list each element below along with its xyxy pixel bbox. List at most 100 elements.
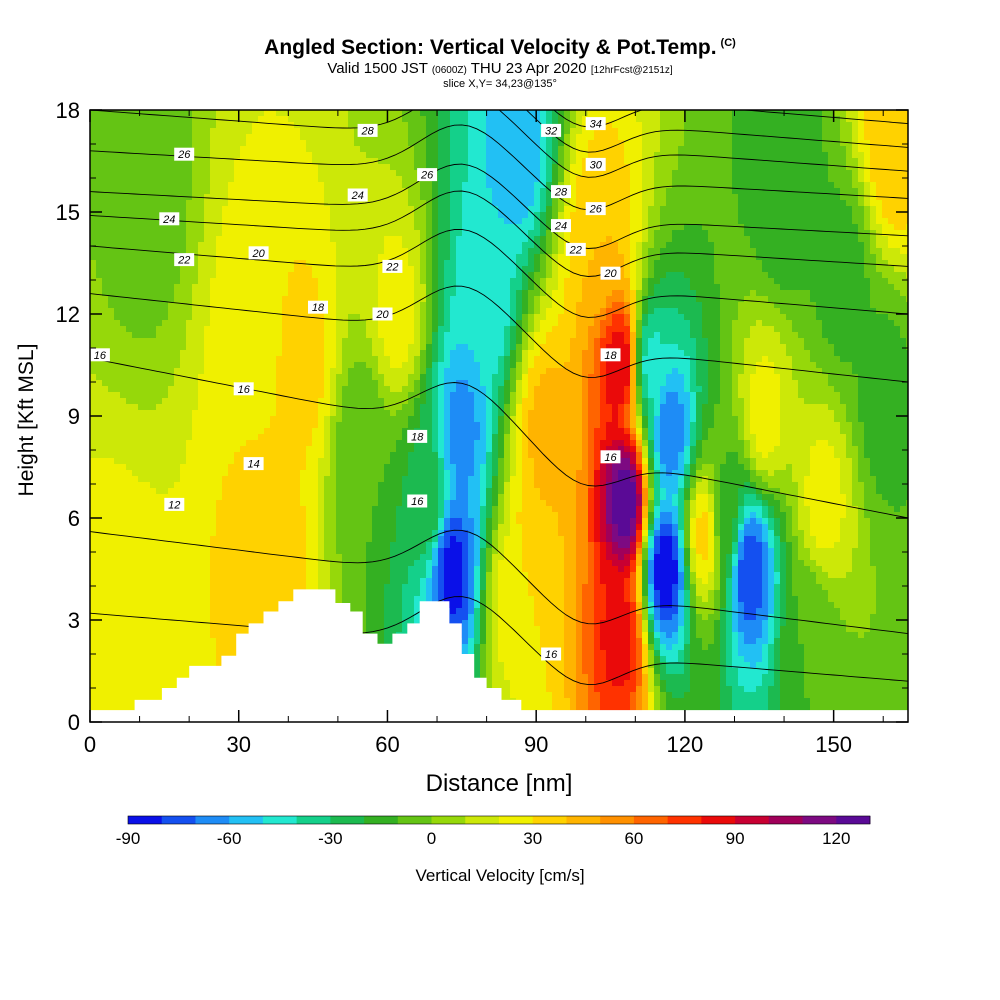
velocity-cell [612,290,619,297]
velocity-cell [240,242,247,249]
velocity-cell [90,140,97,147]
velocity-cell [744,128,751,135]
velocity-cell [348,260,355,267]
velocity-cell [870,272,877,279]
velocity-cell [120,254,127,261]
velocity-cell [486,278,493,285]
velocity-cell [216,182,223,189]
velocity-cell [738,320,745,327]
velocity-cell [888,182,895,189]
velocity-cell [678,308,685,315]
velocity-cell [342,278,349,285]
velocity-cell [528,278,535,285]
velocity-cell [492,314,499,321]
velocity-cell [564,164,571,171]
velocity-cell [894,122,901,129]
velocity-cell [462,320,469,327]
velocity-cell [798,194,805,201]
velocity-cell [402,296,409,303]
velocity-cell [780,122,787,129]
velocity-cell [762,236,769,243]
velocity-cell [732,140,739,147]
velocity-cell [822,140,829,147]
velocity-cell [96,194,103,201]
velocity-cell [324,212,331,219]
velocity-cell [834,254,841,261]
velocity-cell [504,224,511,231]
velocity-cell [456,266,463,273]
velocity-cell [678,158,685,165]
velocity-cell [630,212,637,219]
velocity-cell [870,212,877,219]
velocity-cell [900,206,907,213]
velocity-cell [96,122,103,129]
velocity-cell [474,188,481,195]
velocity-cell [390,308,397,315]
velocity-cell [390,158,397,165]
velocity-cell [792,242,799,249]
velocity-cell [540,194,547,201]
velocity-cell [438,314,445,321]
velocity-cell [210,314,217,321]
velocity-cell [96,206,103,213]
velocity-cell [894,110,901,117]
velocity-cell [582,296,589,303]
velocity-cell [672,176,679,183]
velocity-cell [240,200,247,207]
velocity-cell [498,194,505,201]
velocity-cell [816,158,823,165]
velocity-cell [240,158,247,165]
velocity-cell [540,164,547,171]
velocity-cell [360,278,367,285]
velocity-cell [312,212,319,219]
velocity-cell [252,110,259,117]
velocity-cell [360,176,367,183]
velocity-cell [816,314,823,321]
velocity-cell [252,122,259,129]
velocity-cell [666,290,673,297]
velocity-cell [342,188,349,195]
velocity-cell [900,194,907,201]
velocity-cell [450,146,457,153]
velocity-cell [102,326,109,333]
velocity-cell [846,182,853,189]
velocity-cell [144,194,151,201]
velocity-cell [636,218,643,225]
velocity-cell [354,110,361,117]
velocity-cell [528,134,535,141]
velocity-cell [708,122,715,129]
velocity-cell [234,134,241,141]
velocity-cell [732,302,739,309]
velocity-cell [486,218,493,225]
velocity-cell [282,218,289,225]
velocity-cell [264,116,271,123]
velocity-cell [378,248,385,255]
velocity-cell [312,260,319,267]
velocity-cell [432,200,439,207]
velocity-cell [252,272,259,279]
velocity-cell [636,158,643,165]
velocity-cell [840,194,847,201]
velocity-cell [816,284,823,291]
velocity-cell [414,194,421,201]
velocity-cell [180,242,187,249]
velocity-cell [552,146,559,153]
velocity-cell [792,152,799,159]
velocity-cell [102,248,109,255]
velocity-cell [900,218,907,225]
velocity-cell [678,188,685,195]
velocity-cell [576,212,583,219]
velocity-cell [732,272,739,279]
velocity-cell [372,110,379,117]
velocity-cell [876,164,883,171]
velocity-cell [252,158,259,165]
velocity-cell [834,182,841,189]
velocity-cell [330,212,337,219]
velocity-cell [294,308,301,315]
velocity-cell [264,218,271,225]
velocity-cell [792,212,799,219]
velocity-cell [858,176,865,183]
velocity-cell [714,260,721,267]
velocity-cell [678,218,685,225]
velocity-cell [750,260,757,267]
